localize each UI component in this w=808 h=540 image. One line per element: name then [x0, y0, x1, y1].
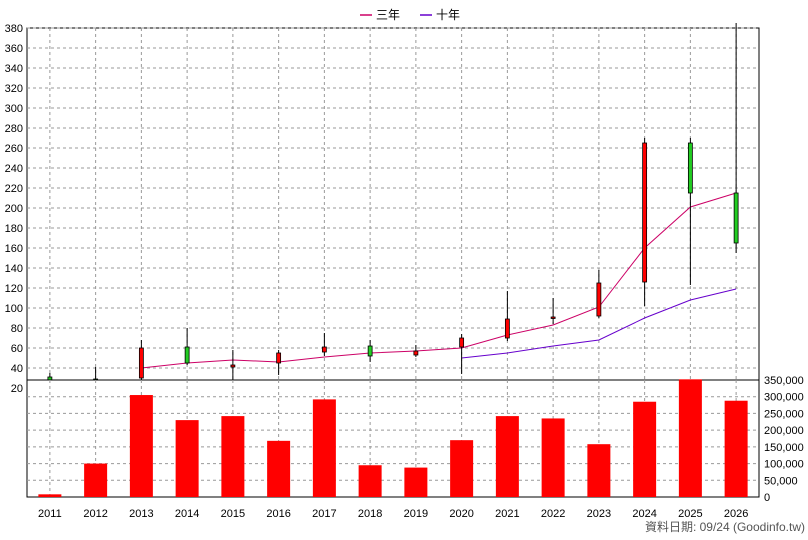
- price-tick-label: 40: [11, 363, 23, 375]
- volume-bar: [267, 440, 291, 497]
- price-tick-label: 60: [11, 343, 23, 355]
- price-tick-label: 20: [11, 383, 23, 395]
- x-tick-label: 2023: [587, 508, 611, 520]
- legend-label: 十年: [436, 8, 460, 22]
- volume-bar: [175, 420, 199, 497]
- x-tick-label: 2024: [632, 508, 656, 520]
- x-tick-label: 2016: [266, 508, 290, 520]
- candle-body: [184, 346, 190, 364]
- price-tick-label: 380: [5, 23, 23, 35]
- volume-bar: [495, 416, 519, 497]
- volume-tick-label: 100,000: [764, 459, 804, 471]
- candle-body: [642, 142, 648, 283]
- candle-body: [504, 318, 510, 339]
- volume-bar: [541, 418, 565, 497]
- candle-body: [733, 192, 739, 244]
- price-tick-label: 240: [5, 163, 23, 175]
- volume-tick-label: 0: [764, 492, 770, 504]
- x-tick-label: 2012: [83, 508, 107, 520]
- x-tick-label: 2014: [175, 508, 199, 520]
- volume-bar: [450, 440, 474, 497]
- price-tick-label: 260: [5, 143, 23, 155]
- volume-tick-label: 300,000: [764, 392, 804, 404]
- volume-bar: [312, 399, 336, 497]
- candle-body: [321, 346, 327, 353]
- x-tick-label: 2018: [358, 508, 382, 520]
- candle-body: [230, 364, 236, 368]
- price-tick-label: 180: [5, 223, 23, 235]
- price-tick-label: 280: [5, 123, 23, 135]
- x-tick-label: 2022: [541, 508, 565, 520]
- volume-panel: 0 50,000 100,000 150,000 200,000 250,000 300,0…: [26, 375, 804, 504]
- price-tick-label: 320: [5, 83, 23, 95]
- candle-body: [276, 352, 282, 364]
- price-tick-label: 340: [5, 63, 23, 75]
- volume-bar: [358, 465, 382, 497]
- volume-tick-label: 50,000: [764, 475, 798, 487]
- price-tick-label: 100: [5, 303, 23, 315]
- volume-tick-label: 150,000: [764, 442, 804, 454]
- volume-bar: [587, 444, 611, 497]
- volume-bar: [84, 463, 108, 497]
- price-tick-label: 360: [5, 43, 23, 55]
- price-tick-label: 120: [5, 283, 23, 295]
- x-tick-label: 2019: [404, 508, 428, 520]
- volume-bar: [404, 467, 428, 497]
- legend: 三年 十年: [360, 8, 460, 22]
- x-tick-label: 2021: [495, 508, 519, 520]
- volume-tick-label: 250,000: [764, 408, 804, 420]
- x-tick-label: 2020: [449, 508, 473, 520]
- volume-bar: [633, 401, 657, 497]
- volume-bar: [129, 395, 153, 497]
- candle-body: [596, 282, 602, 317]
- ma-line: [141, 192, 737, 369]
- candle-body: [550, 316, 556, 319]
- price-tick-label: 200: [5, 203, 23, 215]
- price-tick-label: 300: [5, 103, 23, 115]
- x-tick-label: 2013: [129, 508, 153, 520]
- candle-body: [413, 350, 419, 356]
- candle-body: [367, 345, 373, 357]
- price-tick-label: 140: [5, 263, 23, 275]
- volume-bar: [221, 416, 245, 497]
- candle-body: [687, 142, 693, 194]
- price-tick-label: 160: [5, 243, 23, 255]
- price-tick-label: 220: [5, 183, 23, 195]
- price-tick-label: 80: [11, 323, 23, 335]
- x-tick-label: 2025: [678, 508, 702, 520]
- volume-tick-label: 200,000: [764, 425, 804, 437]
- volume-bar: [38, 494, 62, 497]
- x-tick-label: 2015: [221, 508, 245, 520]
- ma-line: [461, 288, 737, 359]
- volume-bar: [678, 379, 702, 497]
- x-tick-label: 2017: [312, 508, 336, 520]
- legend-label: 三年: [376, 8, 400, 22]
- x-tick-label: 2011: [38, 508, 62, 520]
- x-tick-label: 2026: [724, 508, 748, 520]
- price-panel: 20 40 60 80 100 120 140 160 180 200 220 240 260 280 30…: [5, 23, 760, 395]
- footer-source: 資料日期: 09/24 (Goodinfo.tw): [645, 520, 805, 534]
- volume-bar: [724, 400, 748, 497]
- volume-tick-label: 350,000: [764, 375, 804, 387]
- candle-body: [138, 347, 144, 379]
- x-axis: 2011 2012 2013 2014 2015 2016 2017 2018 2019 2020…: [38, 508, 748, 520]
- candle-body: [459, 337, 465, 348]
